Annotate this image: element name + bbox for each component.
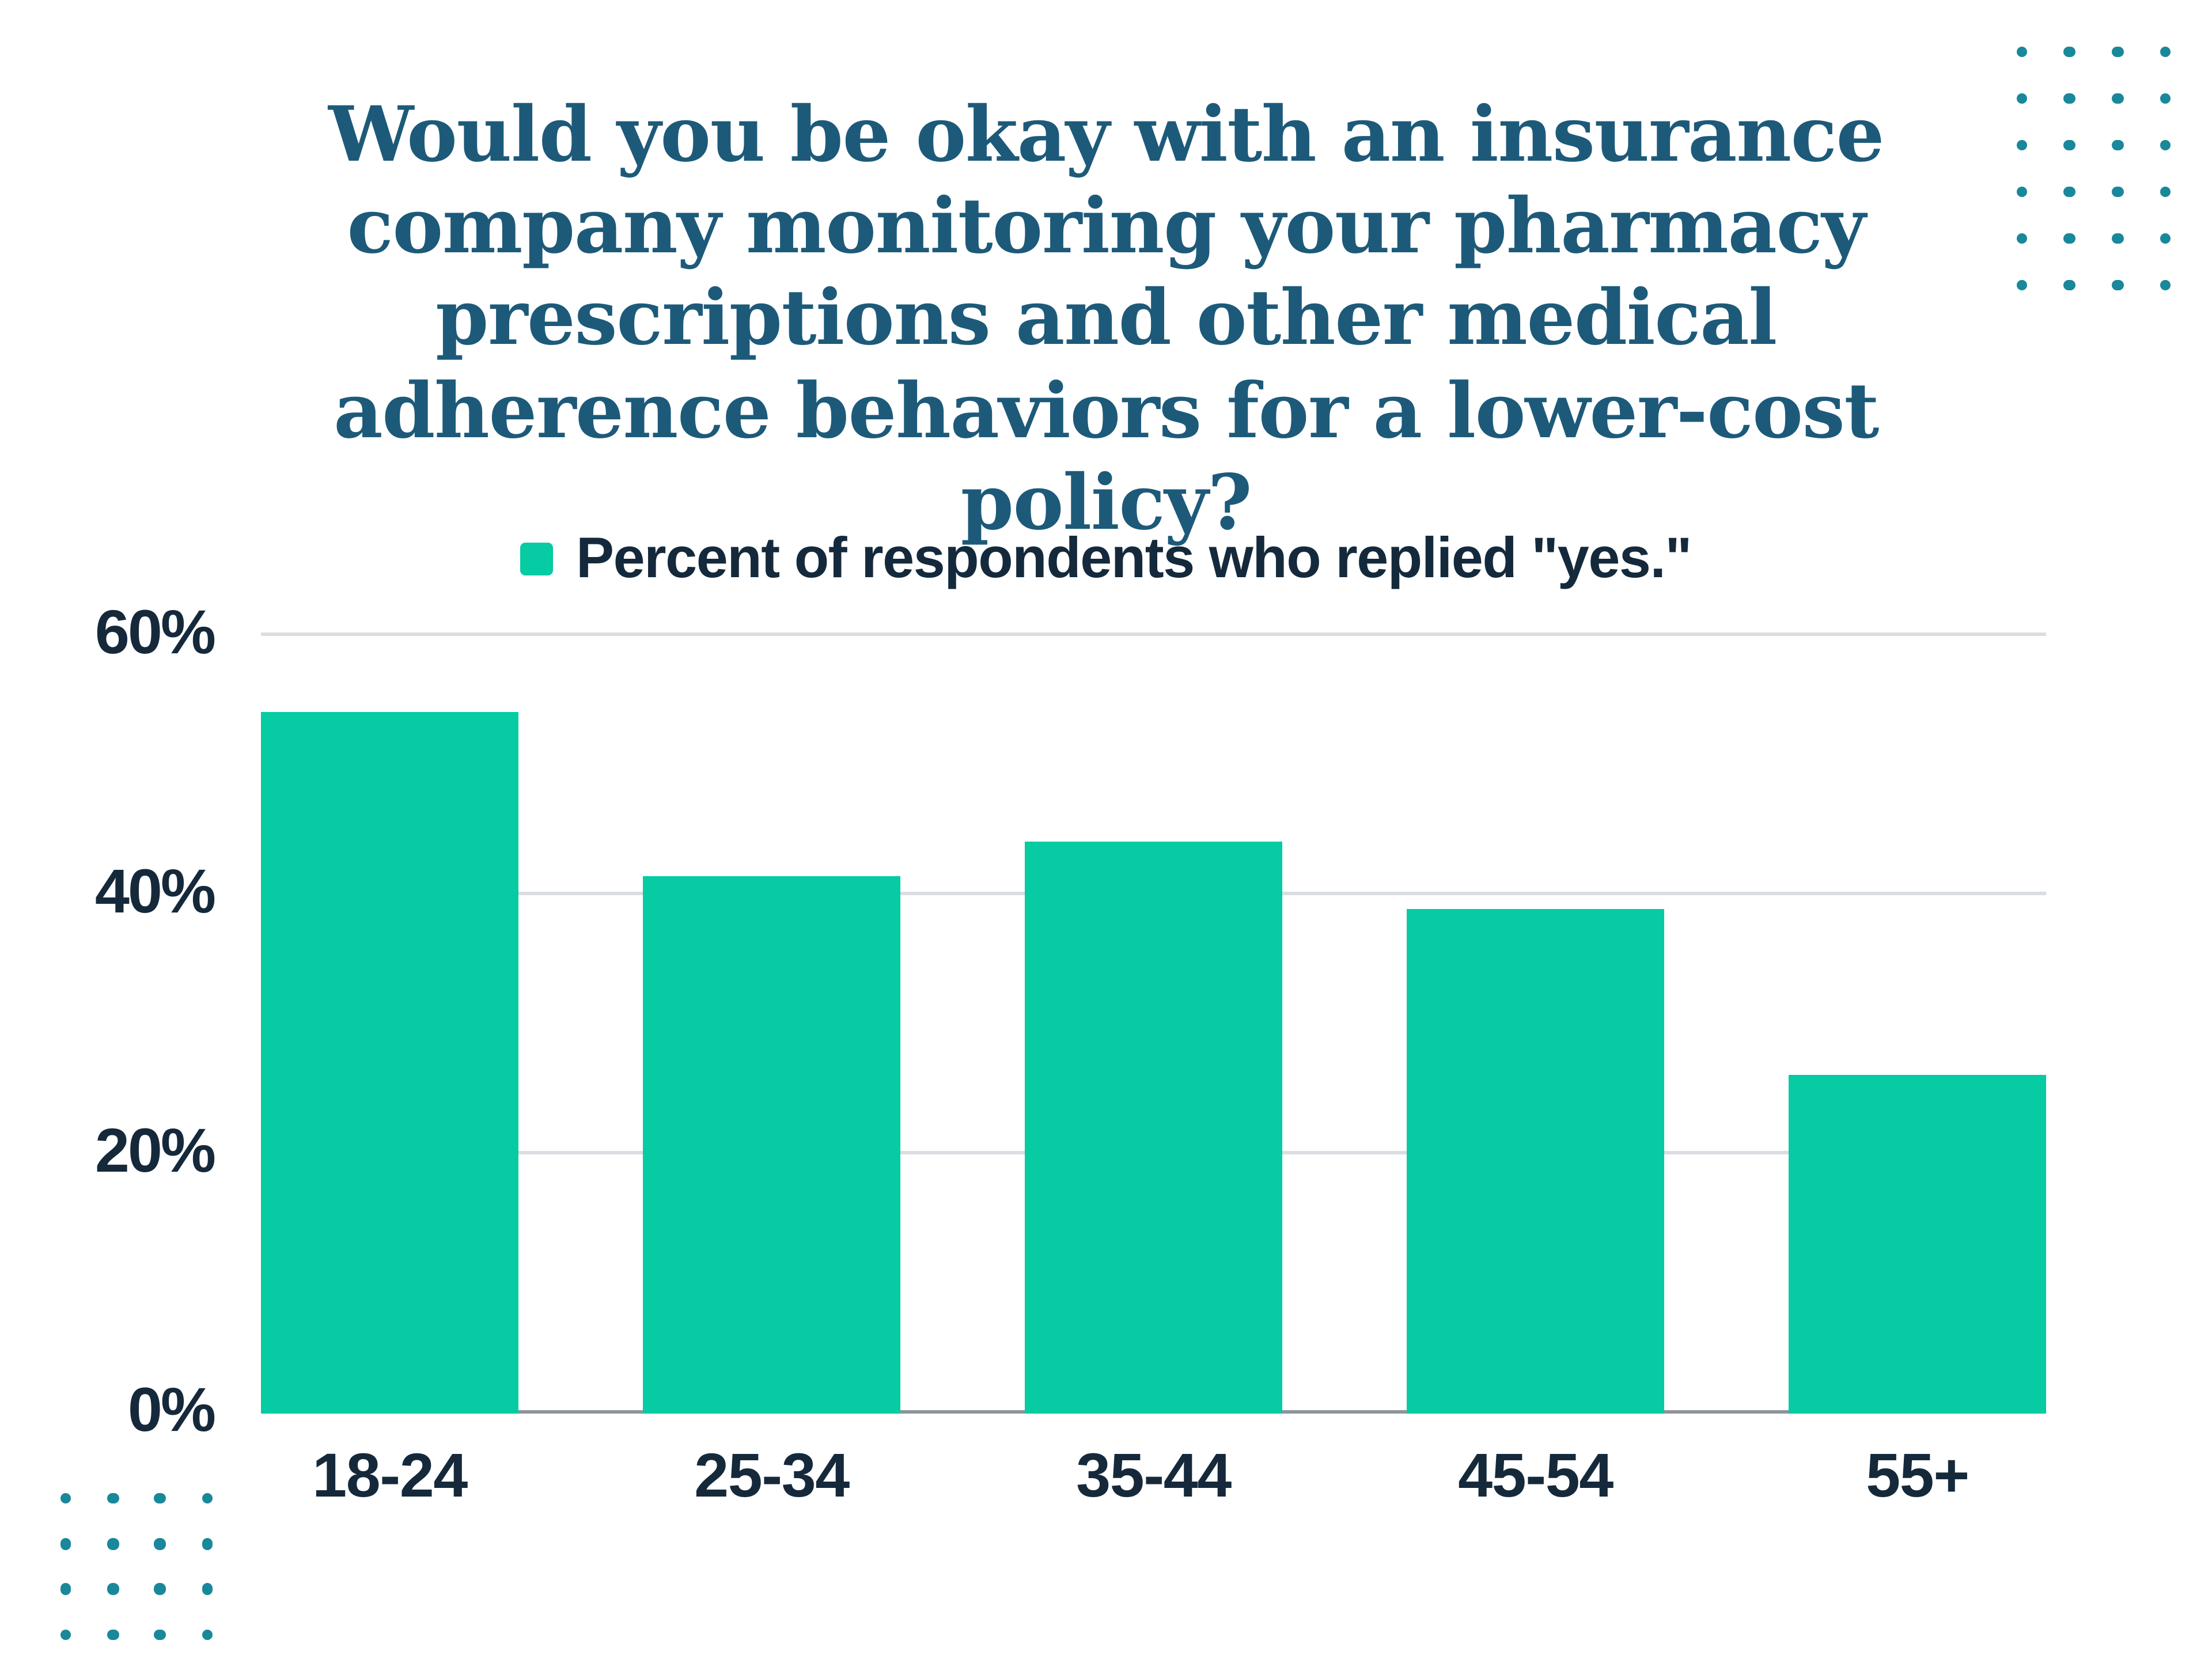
dot-icon <box>60 1538 71 1550</box>
y-tick-label-40: 40% <box>94 855 216 926</box>
dot-icon <box>2112 139 2123 151</box>
dot-icon <box>2064 186 2075 198</box>
dot-icon <box>60 1584 71 1595</box>
x-tick-label-35-44: 35-44 <box>1076 1440 1232 1510</box>
x-tick-label-25-34: 25-34 <box>694 1440 850 1510</box>
dot-icon <box>2064 233 2075 244</box>
dot-icon <box>2016 279 2028 291</box>
dot-icon <box>154 1538 166 1550</box>
y-tick-label-20: 20% <box>94 1115 216 1185</box>
dot-icon <box>154 1584 166 1595</box>
x-tick-label-18-24: 18-24 <box>312 1440 468 1510</box>
x-tick-label-45-54: 45-54 <box>1458 1440 1613 1510</box>
dot-icon <box>2016 46 2028 58</box>
dot-icon <box>201 1493 213 1504</box>
dot-icon <box>2064 93 2075 104</box>
dot-icon <box>2160 139 2172 151</box>
dot-icon <box>2112 186 2123 198</box>
dot-icon <box>60 1493 71 1504</box>
dot-icon <box>2016 93 2028 104</box>
dot-icon <box>2016 233 2028 244</box>
dot-icon <box>2064 279 2075 291</box>
dot-icon <box>154 1628 166 1641</box>
x-tick-label-55+: 55+ <box>1866 1440 1969 1510</box>
legend: Percent of respondents who replied "yes.… <box>0 525 2212 591</box>
dot-icon <box>107 1538 119 1550</box>
dot-icon <box>154 1493 166 1504</box>
bar-25-34 <box>643 876 900 1414</box>
dot-icon <box>2064 139 2075 151</box>
bar-45-54 <box>1407 908 1664 1414</box>
chart-title: Would you be okay with an insurance comp… <box>328 92 1884 548</box>
bar-18-24 <box>261 711 518 1414</box>
dot-icon <box>60 1628 71 1641</box>
dot-icon <box>2016 186 2028 198</box>
dot-icon <box>201 1584 213 1595</box>
dot-icon <box>2112 93 2123 104</box>
dot-icon <box>107 1584 119 1595</box>
dot-icon <box>201 1628 213 1641</box>
dot-icon <box>2064 46 2075 58</box>
legend-label: Percent of respondents who replied "yes.… <box>576 525 1692 589</box>
dot-icon <box>2160 279 2172 291</box>
dot-icon <box>201 1538 213 1550</box>
gridline-60 <box>261 632 2046 636</box>
y-tick-label-0: 0% <box>127 1374 216 1445</box>
dot-icon <box>2112 279 2123 291</box>
dot-icon <box>107 1493 119 1504</box>
dot-icon <box>2160 93 2172 104</box>
bar-55+ <box>1789 1074 2046 1414</box>
dot-icon <box>2160 186 2172 198</box>
dot-icon <box>2160 46 2172 58</box>
y-tick-label-60: 60% <box>94 596 216 667</box>
dot-icon <box>2016 139 2028 151</box>
dot-icon <box>2112 233 2123 244</box>
bar-35-44 <box>1025 840 1282 1414</box>
dot-icon <box>107 1628 119 1641</box>
dot-icon <box>2160 233 2172 244</box>
legend-swatch-icon <box>521 541 554 575</box>
dot-icon <box>2112 46 2123 58</box>
